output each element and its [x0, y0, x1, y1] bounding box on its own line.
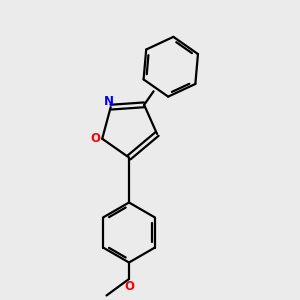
Text: O: O — [124, 280, 134, 293]
Text: N: N — [104, 95, 114, 108]
Text: O: O — [91, 132, 100, 145]
